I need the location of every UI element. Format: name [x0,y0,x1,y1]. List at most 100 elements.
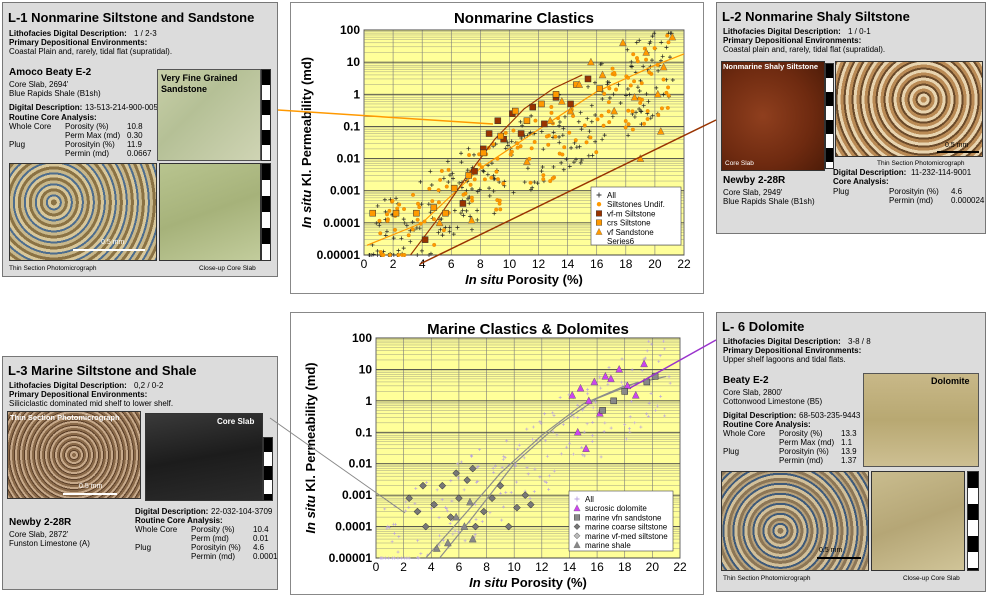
l3-analysis-cell: 4.6 [253,543,265,552]
crs-siltstone-point [392,209,400,217]
all-data-point [664,45,669,50]
siltstone-undif-point [427,186,432,191]
all-data-point [641,64,646,69]
siltstone-undif-point [652,46,657,51]
l3-well: Newby 2-28R [9,517,72,528]
all-data-point [402,556,406,560]
all-data-point [582,430,586,434]
vf-sandstone-point [610,106,619,115]
l1-well: Amoco Beaty E-2 [9,67,92,78]
all-data-point [627,92,632,97]
all-data-point [600,96,605,101]
y-tick-label: 0.0001 [335,520,372,534]
siltstone-undif-point [550,176,555,181]
all-data-point [616,82,621,87]
all-data-point [586,84,591,89]
all-data-point [638,109,643,114]
all-data-point [416,539,420,543]
all-data-point [533,467,537,471]
all-data-point [635,85,640,90]
sucrosic-dolomite-point [584,396,593,405]
marine-coarse-siltstone-point [421,522,430,531]
marine-coarse-siltstone-point [479,507,488,516]
siltstone-undif-point [378,231,383,236]
l1-analysis-cell: Porosityin (%) [65,140,115,149]
siltstone-undif-point [432,242,437,247]
legend-box [568,490,674,552]
all-data-point [500,518,504,522]
panel-l2: L-2 Nonmarine Shaly Siltstone Lithofacie… [716,2,986,234]
all-data-point [650,113,655,118]
all-data-point [594,400,598,404]
l2-scale-line [937,151,979,153]
panel-l6: L- 6 Dolomite Lithofacies Digital Descri… [716,312,986,592]
siltstone-undif-point [467,153,472,157]
all-data-point [413,502,417,506]
all-data-point [531,437,535,441]
all-data-point [445,509,449,513]
l6-well: Beaty E-2 [723,375,769,386]
all-data-point [445,507,449,511]
l6-closeup-photo [871,471,965,571]
siltstone-undif-point [387,208,392,213]
y-axis-label: In situ Kl. Permeability (md) [299,57,314,228]
x-tick-label: 12 [535,560,549,574]
marine-vfn-sandstone-point [621,388,628,395]
x-tick-label: 10 [508,560,522,574]
marine-coarse-siltstone-point [438,481,447,490]
all-data-point [394,196,399,201]
siltstone-undif-point [385,212,390,217]
x-axis-label: In situ Porosity (%) [469,575,587,590]
siltstone-undif-point [411,192,415,197]
all-data-point [649,391,653,395]
all-data-point [476,479,480,483]
all-data-point [628,64,633,69]
siltstone-undif-point [606,100,611,105]
all-data-point [602,430,606,434]
y-tick-label: 0.1 [355,425,372,439]
legend-label: Series6 [607,237,635,246]
all-data-point [580,446,584,450]
all-data-point [592,80,597,85]
l3-analysis-cell: 0.0001 [253,552,278,561]
vf-sandstone-point [587,57,595,66]
siltstone-undif-point [396,253,401,257]
siltstone-undif-point [416,201,420,206]
siltstone-undif-point [573,138,578,143]
marine-shale-point [468,534,477,543]
l2-digital-value: 11-232-114-9001 [911,168,972,177]
l6-digital-value: 68-503-235-9443 [799,411,861,420]
siltstone-undif-point [406,233,411,238]
siltstone-undif-point [560,152,565,157]
all-data-point [610,114,615,119]
siltstone-undif-point [582,123,587,128]
all-data-point [462,488,466,492]
siltstone-undif-point [533,118,538,123]
all-data-point [404,223,409,228]
all-data-point [457,530,461,534]
all-data-point [538,475,542,479]
siltstone-undif-point [666,85,671,90]
siltstone-undif-point [390,198,395,203]
all-data-point [558,395,562,399]
crs-siltstone-point [523,117,531,125]
siltstone-undif-point [647,70,652,75]
legend-marker [574,514,581,521]
marine-coarse-siltstone-point [463,476,472,485]
all-data-point [639,425,643,429]
l6-analysis-cell: 13.3 [841,429,857,438]
l3-lith-label: Lithofacies Digital Description: [9,381,127,390]
legend-label: All [585,495,594,504]
all-data-point [383,233,388,238]
siltstone-undif-point [645,117,650,121]
all-data-point [634,40,639,45]
y-tick-label: 0.1 [343,119,360,133]
all-data-point [647,401,651,405]
y-tick-label: 0.00001 [329,551,373,565]
all-data-point [532,490,536,494]
siltstone-undif-point [439,168,444,173]
all-data-point [598,62,603,67]
all-data-point [572,452,576,456]
all-data-point [559,452,563,456]
all-data-point [646,414,650,418]
